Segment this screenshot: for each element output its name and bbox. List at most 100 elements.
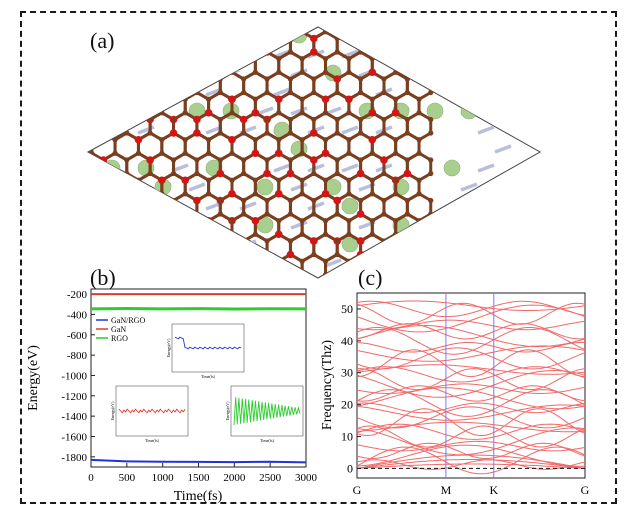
oxygen-atom	[368, 68, 377, 77]
carbon-atom	[264, 130, 270, 136]
oxygen-atom	[321, 189, 330, 198]
carbon-atom	[276, 110, 282, 116]
oxygen-atom	[193, 196, 201, 205]
carbon-atom	[346, 150, 352, 156]
carbon-atom	[381, 89, 387, 96]
nitrogen-bond	[188, 182, 206, 192]
carbon-atom	[252, 177, 258, 183]
carbon-atom	[369, 191, 375, 197]
carbon-atom	[264, 76, 270, 82]
carbon-atom	[393, 137, 399, 143]
carbon-atom	[311, 170, 317, 177]
carbon-atom	[357, 116, 364, 123]
carbon-atom	[170, 157, 177, 163]
phonon-band	[356, 440, 586, 452]
carbon-atom	[334, 251, 340, 258]
kpoint-label: K	[489, 483, 498, 497]
inset-y-label: Energy(eV)	[166, 338, 171, 357]
carbon-atom	[241, 130, 247, 136]
carbon-atom	[276, 137, 282, 143]
phonon-band	[356, 387, 586, 410]
carbon-atom	[381, 211, 387, 217]
oxygen-atom	[239, 115, 248, 124]
carbon-atom	[252, 96, 258, 102]
carbon-atom	[299, 137, 305, 143]
carbon-atom	[357, 130, 364, 136]
carbon-atom	[322, 231, 329, 237]
oxygen-atom	[286, 169, 295, 178]
oxygen-atom	[356, 237, 365, 245]
energy-plot-area	[90, 288, 307, 468]
carbon-atom	[264, 116, 270, 123]
carbon-atom	[159, 150, 165, 156]
nitrogen-bond	[324, 258, 342, 268]
carbon-atom	[416, 177, 422, 183]
carbon-atom	[241, 170, 247, 177]
carbon-atom	[170, 170, 177, 177]
series-line-gan-rgo	[90, 458, 307, 464]
nitrogen-bond	[290, 106, 308, 116]
carbon-atom	[264, 238, 270, 244]
carbon-atom	[369, 218, 375, 224]
phonon-band	[356, 300, 586, 318]
carbon-atom	[206, 191, 212, 197]
carbon-atom	[369, 150, 375, 156]
phonon-band	[356, 368, 586, 391]
nitrogen-bond	[307, 163, 325, 173]
carbon-atom	[311, 211, 317, 217]
acoustic-band	[356, 454, 586, 469]
legend-label: GaN/RGO	[111, 316, 145, 325]
nitrogen-bond	[477, 163, 495, 173]
phonon-band	[356, 349, 586, 378]
carbon-atom	[428, 130, 434, 136]
nitrogen-bond	[341, 125, 359, 135]
acoustic-band	[356, 463, 586, 469]
oxygen-atom	[274, 149, 283, 158]
oxygen-atom	[286, 250, 295, 259]
oxygen-atom	[134, 135, 143, 144]
carbon-atom	[194, 157, 200, 163]
carbon-atom	[404, 197, 410, 204]
carbon-atom	[229, 218, 235, 224]
x-tick-label: 2000	[223, 472, 246, 484]
inset-x-label: Time(fs)	[201, 374, 216, 379]
carbon-atom	[299, 191, 305, 197]
carbon-atom	[287, 197, 294, 204]
inset-2: Time(fs) Energy(eV)	[225, 385, 304, 443]
phonon-band	[356, 369, 586, 398]
carbon-atom	[346, 69, 352, 75]
phonon-band	[356, 319, 586, 331]
phonon-band	[356, 302, 586, 325]
oxygen-atom	[169, 129, 178, 137]
carbon-atom	[404, 211, 410, 217]
oxygen-atom	[274, 189, 283, 198]
carbon-atom	[369, 96, 375, 102]
acoustic-band	[356, 459, 586, 469]
x-tick-label: 1000	[152, 472, 175, 484]
kpoint-label: G	[581, 483, 590, 497]
carbon-atom	[346, 218, 352, 224]
carbon-atom	[311, 116, 317, 123]
phonon-y-axis-label: Frequency(Thz)	[320, 340, 335, 431]
oxygen-atom	[321, 149, 330, 158]
carbon-atom	[334, 116, 340, 123]
carbon-atom	[287, 89, 294, 96]
carbon-atom	[299, 110, 305, 116]
carbon-atom	[217, 116, 223, 123]
oxygen-atom	[251, 108, 260, 117]
carbon-atom	[346, 231, 352, 237]
carbon-atom	[393, 177, 399, 183]
oxygen-atom	[146, 156, 154, 164]
carbon-atom	[311, 76, 317, 82]
carbon-atom	[112, 137, 118, 143]
y-tick-label: -1600	[61, 431, 87, 443]
oxygen-atom	[251, 149, 260, 158]
supercell-outline	[86, 26, 542, 279]
phonon-band	[356, 427, 586, 456]
carbon-atom	[287, 238, 294, 244]
carbon-atom	[334, 130, 340, 136]
panel-label-b: (b)	[90, 265, 116, 290]
phonon-band	[356, 421, 586, 433]
carbon-atom	[229, 150, 235, 156]
